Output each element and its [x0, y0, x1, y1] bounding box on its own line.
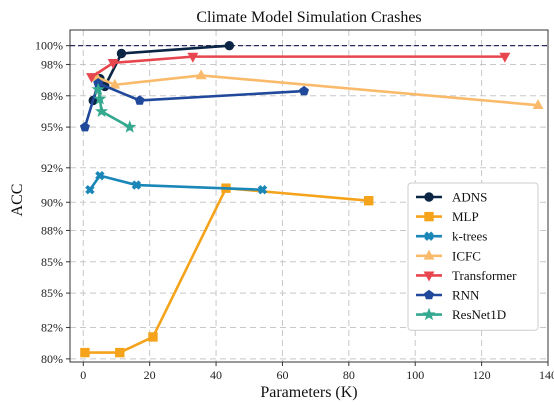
y-tick-label: 85% — [41, 255, 63, 269]
legend-swatch-marker — [424, 192, 434, 202]
y-tick-label: 98% — [41, 57, 63, 71]
data-point-resnet1d — [94, 104, 109, 117]
legend-item-k-trees: k-trees — [416, 229, 487, 244]
series-line-resnet1d — [96, 89, 131, 129]
y-tick-label: 90% — [41, 195, 63, 209]
series-group — [79, 40, 544, 358]
y-axis-ticks: 80% 82% 85% 85% 88% 90% 92% 95% 98% 98% 100% — [35, 39, 70, 366]
series-line-transformer — [90, 55, 505, 79]
legend-item-adns: ADNS — [416, 190, 487, 205]
data-point-transformer — [499, 52, 511, 63]
data-point-icfc — [195, 69, 207, 80]
data-point-adns — [116, 48, 127, 59]
x-tick-label: 60 — [276, 368, 288, 382]
series-transformer — [86, 52, 511, 84]
legend-label: ICFC — [452, 248, 481, 263]
chart-title: Climate Model Simulation Crashes — [196, 9, 421, 26]
legend-swatch-marker — [423, 249, 435, 260]
data-point-icfc — [532, 99, 544, 110]
data-point-resnet1d — [123, 120, 137, 133]
data-point-mlp — [115, 347, 125, 358]
data-point-transformer — [187, 52, 199, 63]
series-icfc — [91, 69, 544, 110]
legend-label: k-trees — [452, 229, 487, 244]
data-point-k-trees — [95, 170, 105, 181]
y-tick-label: 95% — [41, 120, 63, 134]
x-tick-label: 120 — [473, 368, 491, 382]
data-point-rnn — [299, 85, 309, 96]
legend-item-resnet1d: ResNet1D — [416, 307, 506, 322]
data-point-k-trees — [257, 185, 268, 195]
x-tick-label: 40 — [210, 368, 222, 382]
x-tick-label: 0 — [80, 368, 86, 382]
data-point-transformer — [86, 73, 98, 84]
data-point-resnet1d — [93, 92, 107, 105]
data-point-rnn — [134, 95, 145, 105]
data-point-k-trees — [131, 180, 142, 190]
legend-swatch-marker — [423, 271, 435, 282]
y-tick-label: 85% — [41, 286, 63, 300]
series-resnet1d — [91, 82, 137, 133]
series-line-adns — [91, 44, 230, 101]
series-line-rnn — [83, 81, 305, 128]
y-tick-label: 92% — [41, 161, 63, 175]
y-axis-title: ACC — [9, 184, 26, 217]
x-tick-label: 80 — [343, 368, 355, 382]
data-point-mlp — [80, 347, 90, 358]
y-tick-label: 82% — [41, 321, 63, 335]
legend-item-icfc: ICFC — [416, 248, 481, 263]
series-mlp — [80, 183, 374, 358]
legend-swatch-marker — [424, 231, 434, 241]
legend-box — [407, 182, 539, 331]
legend-label: RNN — [452, 288, 480, 303]
legend-label: MLP — [452, 209, 479, 224]
x-axis-ticks: 0 20 40 60 80 100 120 140 — [80, 362, 554, 382]
series-line-k-trees — [88, 174, 263, 192]
data-point-resnet1d — [91, 82, 105, 96]
y-tick-label: 80% — [41, 352, 63, 366]
data-point-mlp — [364, 195, 374, 206]
legend-item-mlp: MLP — [416, 209, 479, 224]
x-tick-label: 20 — [144, 368, 156, 382]
legend-item-transformer: Transformer — [416, 268, 517, 283]
series-line-icfc — [96, 74, 539, 107]
data-point-rnn — [79, 121, 90, 132]
x-axis-title: Parameters (K) — [260, 384, 357, 401]
y-tick-label: 88% — [41, 223, 63, 237]
legend-label: ADNS — [452, 190, 487, 205]
series-rnn — [79, 78, 309, 132]
legend-item-rnn: RNN — [416, 288, 480, 303]
data-point-transformer — [107, 59, 119, 69]
y-tick-label: 98% — [41, 89, 63, 103]
series-line-mlp — [84, 186, 369, 354]
legend-label: ResNet1D — [452, 307, 506, 322]
series-k-trees — [85, 170, 268, 195]
x-tick-label: 100 — [406, 368, 424, 382]
data-point-mlp — [148, 332, 158, 342]
legend-swatch-marker — [424, 211, 434, 222]
data-point-k-trees — [85, 185, 95, 195]
x-tick-label: 140 — [539, 368, 554, 382]
legend: ADNS MLP k-trees ICFC Transformer RNN ResNet1D — [407, 182, 539, 331]
legend-swatch-marker — [424, 289, 434, 300]
y-tick-label: 100% — [35, 39, 63, 53]
data-point-icfc — [109, 78, 121, 89]
legend-swatch-marker — [422, 307, 436, 321]
plot-frame — [69, 29, 549, 363]
data-point-adns — [224, 40, 235, 51]
legend-label: Transformer — [452, 268, 517, 283]
